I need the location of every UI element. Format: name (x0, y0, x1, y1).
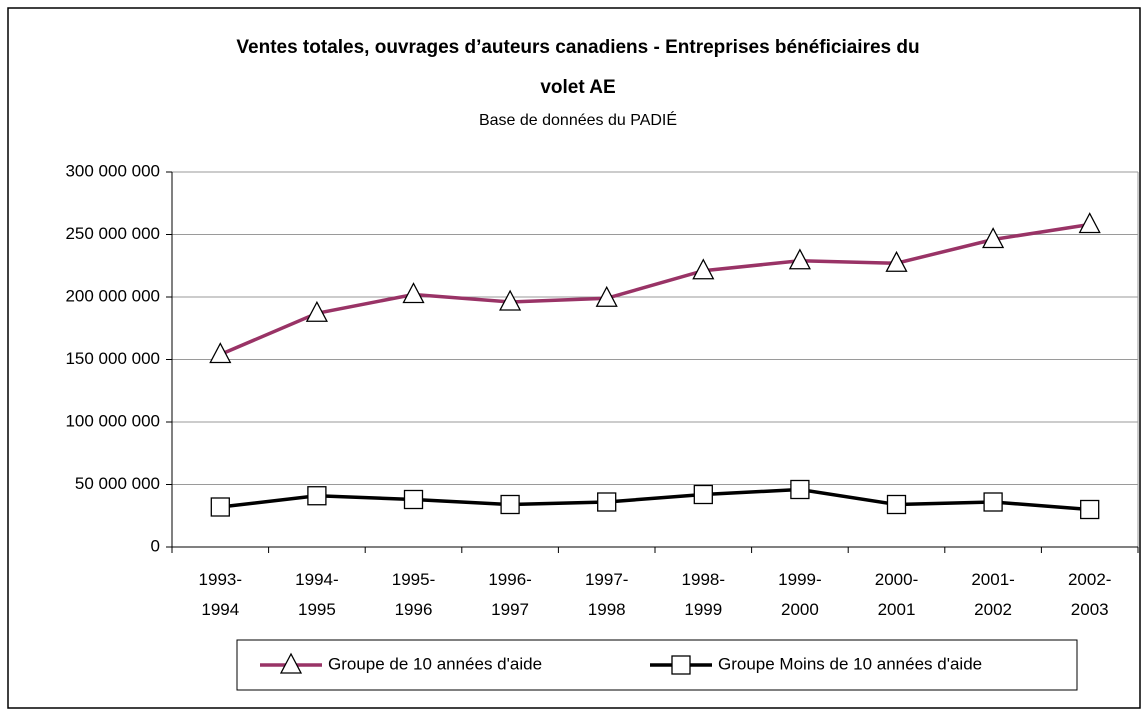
data-point (788, 248, 811, 270)
x-tick-label: 1995-1996 (392, 570, 435, 619)
data-point (692, 258, 715, 280)
data-point (500, 494, 520, 515)
y-tick-label: 200 000 000 (65, 286, 160, 305)
series-line (220, 487, 1090, 512)
chart-title: Ventes totales, ouvrages d’auteurs canad… (236, 37, 919, 58)
data-point (885, 250, 908, 272)
data-point (499, 289, 522, 311)
x-tick-label: 2000-2001 (875, 570, 918, 619)
data-point (210, 497, 230, 517)
y-tick-label: 50 000 000 (75, 474, 160, 493)
x-tick-label: 1993-1994 (199, 570, 242, 619)
data-point (983, 492, 1003, 512)
legend-label: Groupe de 10 années d'aide (328, 654, 542, 673)
data-point (595, 285, 618, 307)
legend-marker (279, 652, 303, 674)
y-tick-label: 100 000 000 (65, 411, 160, 430)
chart-title: volet AE (540, 77, 615, 98)
data-point (886, 494, 907, 515)
x-tick-label: 1994-1995 (295, 570, 338, 619)
legend-marker (671, 655, 691, 675)
x-tick-label: 1996-1997 (488, 570, 531, 619)
x-tick-label: 2002-2003 (1068, 570, 1111, 619)
data-point (403, 489, 424, 510)
data-point (1078, 212, 1101, 234)
y-tick-label: 300 000 000 (65, 161, 160, 180)
x-tick-label: 1999-2000 (778, 570, 821, 619)
x-tick-label: 1997-1998 (585, 570, 628, 619)
chart-subtitle: Base de données du PADIÉ (479, 110, 677, 129)
data-point (209, 342, 232, 364)
x-tick-label: 1998-1999 (682, 570, 725, 619)
data-point (982, 227, 1005, 249)
data-point (1080, 499, 1100, 520)
data-point (305, 300, 328, 322)
y-tick-label: 150 000 000 (65, 349, 160, 368)
y-tick-label: 0 (151, 536, 160, 555)
data-point (597, 492, 617, 512)
x-tick-label: 2001-2002 (971, 570, 1014, 619)
series-line (219, 222, 1090, 357)
data-point (307, 486, 327, 506)
data-point (402, 282, 425, 304)
chart-border (7, 7, 1141, 709)
data-point (693, 484, 713, 505)
y-tick-label: 250 000 000 (65, 224, 160, 243)
data-point (790, 479, 810, 500)
legend-label: Groupe Moins de 10 années d'aide (718, 654, 982, 673)
